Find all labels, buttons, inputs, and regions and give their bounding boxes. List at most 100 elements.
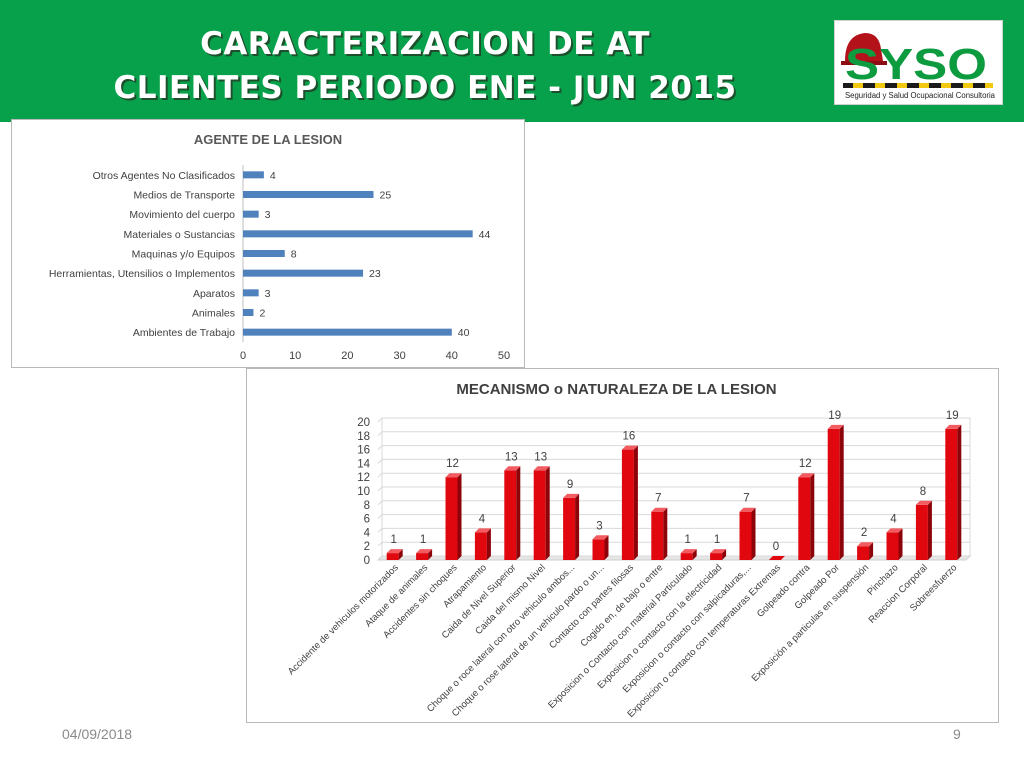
chart1-bar	[243, 230, 473, 238]
chart2-bar	[739, 507, 756, 560]
chart2-gridline-side	[377, 417, 383, 423]
chart2-y-tick-label: 18	[357, 431, 370, 443]
chart2-data-label: 4	[890, 513, 897, 525]
chart2-y-tick-label: 0	[364, 555, 370, 567]
chart2-data-label: 8	[920, 486, 926, 498]
chart2-bar	[386, 549, 403, 560]
chart2-gridline-side	[377, 514, 383, 519]
chart1-data-label: 3	[265, 288, 271, 300]
slide-title-line2: CLIENTES PERIODO ENE - JUN 2015	[113, 70, 737, 106]
chart2-gridline-side	[377, 431, 383, 437]
chart2-y-tick-label: 10	[357, 486, 370, 498]
chart2-data-label: 1	[420, 534, 426, 546]
chart2-bar	[798, 473, 815, 560]
chart1-x-tick-label: 50	[498, 350, 510, 362]
chart1-category-label: Herramientas, Utensilios o Implementos	[49, 268, 235, 280]
chart2-data-label: 16	[623, 431, 636, 443]
chart2-category-label: Accidente de vehiculos motorizados	[286, 562, 401, 677]
slide-header: CARACTERIZACION DE AT CLIENTES PERIODO E…	[0, 0, 1024, 122]
mecanismo-lesion-chart-svg: MECANISMO o NATURALEZA DE LA LESION02468…	[286, 381, 972, 720]
chart1-data-label: 3	[265, 209, 271, 221]
chart2-data-label: 7	[655, 493, 661, 505]
chart1-bar	[243, 269, 364, 277]
chart1-x-tick-label: 10	[289, 350, 301, 362]
chart2-data-label: 13	[534, 451, 547, 463]
chart2-gridline-side	[377, 459, 383, 464]
chart2-bar	[651, 507, 668, 560]
chart2-data-label: 12	[799, 458, 812, 470]
chart2-gridline-side	[377, 486, 383, 492]
footer-page-number: 9	[953, 726, 961, 742]
chart1-category-label: Otros Agentes No Clasificados	[93, 170, 235, 182]
chart1-x-tick-label: 30	[393, 350, 405, 362]
agente-lesion-chart: AGENTE DE LA LESION Otros Agentes No Clas…	[11, 119, 525, 368]
chart2-bar	[945, 424, 962, 560]
chart1-category-label: Animales	[192, 308, 235, 320]
chart2-data-label: 19	[946, 410, 959, 422]
chart1-data-label: 25	[380, 190, 392, 202]
slide-title-line1: CARACTERIZACION DE AT	[200, 26, 650, 62]
chart2-bar	[621, 445, 638, 560]
chart2-y-tick-label: 20	[357, 417, 370, 429]
chart2-bar	[592, 535, 609, 560]
chart1-category-label: Ambientes de Trabajo	[133, 327, 235, 339]
chart2-y-tick-label: 16	[357, 445, 370, 457]
chart1-category-label: Materiales o Sustancias	[124, 229, 235, 241]
chart1-data-label: 4	[270, 170, 276, 182]
chart2-y-tick-label: 4	[364, 527, 371, 539]
chart2-gridline-side	[377, 555, 383, 561]
chart2-data-label: 4	[479, 513, 486, 525]
chart2-data-label: 12	[446, 458, 459, 470]
logo-text: SYSO	[845, 40, 987, 89]
chart1-category-label: Movimiento del cuerpo	[129, 209, 235, 221]
chart1-data-label: 40	[458, 327, 470, 339]
chart1-title: AGENTE DE LA LESION	[194, 132, 342, 147]
chart2-gridline-side	[377, 472, 383, 478]
chart1-x-tick-label: 40	[446, 350, 458, 362]
chart2-bar	[768, 556, 785, 560]
chart2-y-tick-label: 14	[357, 458, 370, 470]
chart1-data-label: 23	[369, 268, 381, 280]
chart2-data-label: 1	[684, 534, 690, 546]
syso-logo: SYSO Seguridad y Salud Ocupacional Consu…	[834, 20, 1003, 105]
chart2-y-tick-label: 8	[364, 500, 370, 512]
chart2-data-label: 1	[390, 534, 396, 546]
chart1-category-label: Medios de Transporte	[133, 190, 235, 202]
chart2-bar	[886, 528, 903, 560]
chart1-data-label: 2	[259, 308, 265, 320]
chart1-bar	[243, 289, 259, 297]
chart2-data-label: 1	[714, 534, 720, 546]
chart2-data-label: 7	[743, 493, 749, 505]
chart2-y-tick-label: 12	[357, 472, 370, 484]
chart2-bar	[445, 473, 462, 560]
chart2-bar	[504, 466, 521, 560]
chart2-gridline-side	[377, 541, 383, 547]
chart2-data-label: 19	[828, 410, 841, 422]
chart1-bar	[243, 309, 254, 316]
slide-title: CARACTERIZACION DE AT CLIENTES PERIODO E…	[20, 22, 830, 110]
hard-hat-icon	[845, 33, 883, 61]
chart2-bar	[533, 466, 550, 560]
chart2-bar	[710, 549, 727, 560]
chart2-bar	[416, 549, 433, 560]
chart2-title: MECANISMO o NATURALEZA DE LA LESION	[456, 381, 776, 398]
chart2-data-label: 13	[505, 451, 518, 463]
chart1-bar	[243, 328, 452, 336]
chart2-bar	[857, 542, 874, 560]
chart2-data-label: 3	[596, 520, 602, 532]
chart1-data-label: 8	[291, 249, 297, 261]
chart1-bar	[243, 250, 285, 257]
chart1-bar	[243, 191, 374, 198]
logo-subtitle: Seguridad y Salud Ocupacional Consultori…	[845, 91, 996, 100]
chart2-bar	[915, 500, 932, 560]
chart2-y-tick-label: 2	[364, 541, 370, 553]
chart1-x-tick-label: 0	[240, 350, 246, 362]
chart2-gridline-side	[377, 500, 383, 506]
chart2-bar	[474, 528, 491, 560]
chart2-bar	[563, 493, 580, 560]
footer-date: 04/09/2018	[62, 726, 133, 742]
chart2-data-label: 9	[567, 479, 573, 491]
chart2-gridline-side	[377, 528, 383, 533]
chart1-bar	[243, 210, 259, 218]
syso-logo-graphic: SYSO Seguridad y Salud Ocupacional Consu…	[841, 33, 996, 100]
